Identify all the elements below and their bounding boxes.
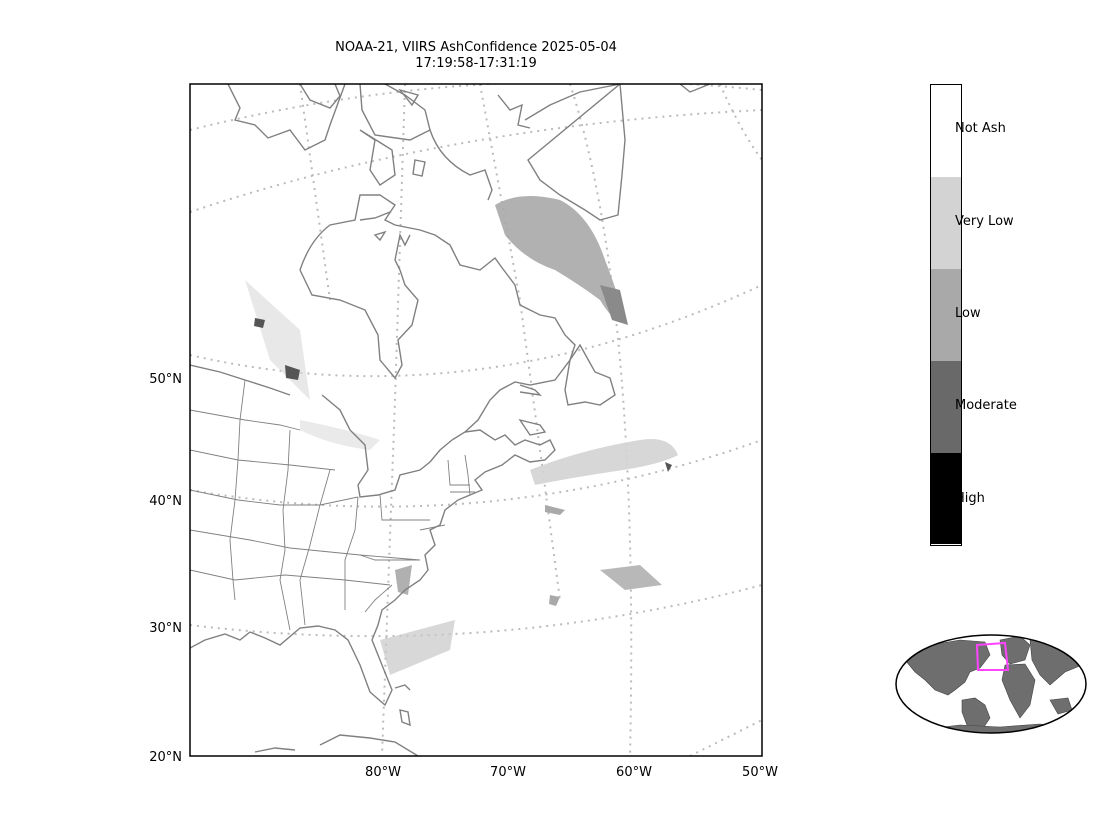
colorbar-label-moderate: Moderate bbox=[955, 398, 1017, 413]
lat-label-20n: 20°N bbox=[149, 750, 182, 765]
lon-label-70w: 70°W bbox=[490, 765, 526, 780]
lon-label-80w: 80°W bbox=[365, 765, 401, 780]
lon-label-50w: 50°W bbox=[742, 765, 778, 780]
colorbar-very-low bbox=[931, 177, 961, 269]
colorbar-label-low: Low bbox=[955, 306, 981, 321]
inset-region-box bbox=[975, 641, 1010, 671]
colorbar-label-very-low: Very Low bbox=[955, 214, 1014, 229]
lon-label-60w: 60°W bbox=[616, 765, 652, 780]
map-frame bbox=[189, 83, 763, 757]
colorbar-moderate bbox=[931, 361, 961, 453]
map-area bbox=[190, 84, 762, 756]
colorbar-low bbox=[931, 269, 961, 361]
colorbar-label-not-ash: Not Ash bbox=[955, 121, 1006, 136]
map-title: NOAA-21, VIIRS AshConfidence 2025-05-04 … bbox=[190, 40, 762, 72]
lat-label-40n: 40°N bbox=[149, 494, 182, 509]
colorbar-not-ash bbox=[931, 85, 961, 177]
lat-label-50n: 50°N bbox=[149, 372, 182, 387]
lat-label-30n: 30°N bbox=[149, 621, 182, 636]
globe-inset bbox=[895, 634, 1087, 734]
colorbar-label-high: High bbox=[955, 491, 985, 506]
colorbar bbox=[930, 84, 962, 546]
colorbar-high bbox=[931, 453, 961, 544]
title-line-1: NOAA-21, VIIRS AshConfidence 2025-05-04 bbox=[335, 40, 617, 55]
title-line-2: 17:19:58-17:31:19 bbox=[415, 56, 537, 71]
state-borders bbox=[190, 379, 475, 631]
ash-confidence-pixels bbox=[245, 196, 678, 675]
coastlines bbox=[190, 84, 711, 756]
graticule bbox=[190, 84, 762, 756]
